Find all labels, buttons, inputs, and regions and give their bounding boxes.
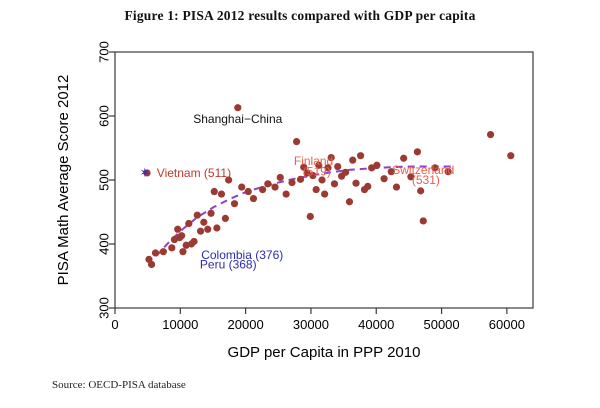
y-tick-label-500: 500 [97, 169, 112, 191]
data-point [380, 175, 388, 183]
data-point [288, 178, 296, 187]
data-point [196, 227, 205, 235]
trendline-path [155, 165, 452, 257]
data-point [400, 154, 408, 162]
annotation-switzerland-score: (531) [412, 173, 440, 187]
figure-title: Figure 1: PISA 2012 results compared wit… [124, 8, 476, 23]
trendline [155, 165, 452, 257]
data-point [327, 154, 335, 162]
data-point [330, 180, 339, 188]
data-point [413, 148, 421, 156]
data-point [230, 200, 239, 208]
data-point [249, 194, 258, 203]
annotation-peru: Peru (368) [200, 257, 257, 271]
data-point [507, 152, 515, 160]
data-point [407, 173, 415, 181]
data-point [276, 173, 284, 182]
data-point [417, 187, 425, 195]
data-point [221, 214, 229, 222]
source-note: Source: OECD-PISA database [52, 379, 186, 391]
data-point [200, 218, 208, 226]
data-point [431, 164, 439, 172]
data-point [324, 164, 332, 172]
vietnam-star-icon: ✶ [139, 165, 150, 180]
y-tick-label-300: 300 [97, 297, 112, 319]
data-point [174, 225, 182, 233]
data-point [352, 179, 360, 187]
data-point [151, 249, 160, 257]
data-point [296, 175, 305, 183]
data-point [259, 186, 267, 194]
data-point [143, 169, 151, 177]
annotation-switzerland: Switzerland [392, 163, 454, 177]
data-point [345, 198, 354, 206]
data-point [292, 138, 301, 146]
data-point [306, 212, 314, 221]
data-point [300, 163, 308, 171]
x-tick-label-0: 0 [111, 317, 118, 332]
data-point [321, 190, 329, 198]
data-point [168, 244, 176, 252]
data-point [444, 168, 452, 176]
data-point [341, 168, 350, 176]
annotation-vietnam: Vietnam (511) [157, 166, 231, 180]
data-point [185, 219, 193, 228]
x-tick-label-10000: 10000 [162, 317, 198, 332]
data-point [271, 183, 279, 191]
x-tick-label-60000: 60000 [489, 317, 525, 332]
x-tick-label-30000: 30000 [293, 317, 329, 332]
data-point [334, 162, 342, 171]
data-point [486, 130, 495, 139]
y-tick-label-400: 400 [97, 233, 112, 255]
annotation-shanghai-china: Shanghai−China [193, 112, 282, 126]
data-point [303, 169, 311, 177]
data-point [373, 161, 381, 169]
data-point [309, 171, 317, 180]
data-point [159, 248, 167, 256]
data-point [179, 248, 187, 256]
data-point [178, 232, 186, 240]
data-point [312, 186, 320, 194]
data-point [234, 104, 242, 112]
data-point [147, 260, 156, 269]
annotation-colombia: Colombia (376) [201, 248, 283, 262]
data-point [419, 217, 427, 225]
data-point [364, 182, 372, 190]
data-point [207, 209, 215, 217]
data-point [318, 176, 326, 184]
data-point [282, 190, 290, 198]
annotation-finland-score: (519) [303, 165, 331, 179]
x-tick-label-50000: 50000 [423, 317, 459, 332]
data-point [264, 180, 272, 188]
data-point [217, 190, 226, 198]
data-point [244, 187, 252, 196]
data-point [238, 183, 246, 191]
data-point [193, 211, 201, 219]
y-tick-label-600: 600 [97, 105, 112, 127]
annotation-finland: Finland [294, 154, 333, 168]
data-point [349, 156, 357, 164]
x-tick-label-20000: 20000 [228, 317, 264, 332]
data-point [204, 225, 212, 233]
data-point [387, 168, 395, 176]
y-axis-title: PISA Math Average Score 2012 [55, 75, 72, 286]
data-points [143, 104, 515, 269]
data-point [210, 187, 218, 196]
x-tick-label-40000: 40000 [358, 317, 394, 332]
data-point [190, 237, 198, 246]
x-axis-title: GDP per Capita in PPP 2010 [228, 344, 421, 361]
axis-titles: GDP per Capita in PPP 2010 PISA Math Aver… [55, 75, 420, 361]
data-point [392, 183, 401, 191]
data-point [213, 224, 221, 232]
data-point [315, 161, 323, 169]
annotation-group: Shanghai−China ✶ Vietnam (511) Finland(519)… [139, 112, 454, 271]
axis-group: 0 10000 20000 30000 40000 50000 60000 300 400 500… [97, 41, 534, 332]
y-tick-label-700: 700 [97, 41, 112, 63]
data-point [356, 152, 365, 160]
data-point [225, 176, 233, 184]
